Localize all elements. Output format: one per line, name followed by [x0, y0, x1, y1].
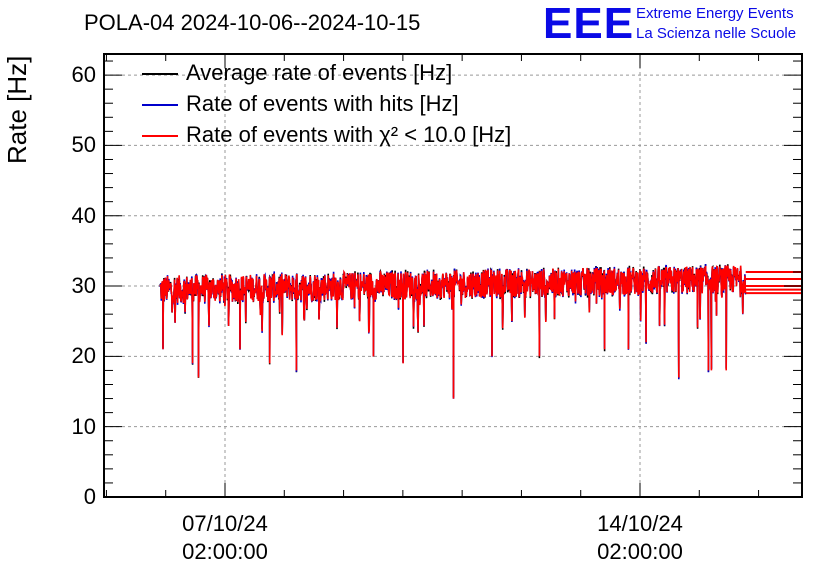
- logo-caption-line1: Extreme Energy Events: [636, 5, 794, 22]
- logo-caption: Extreme Energy Events La Scienza nelle S…: [636, 4, 796, 44]
- legend-entry: Average rate of events [Hz]: [142, 58, 452, 88]
- x-tick-label: 07/10/24 02:00:00: [155, 510, 295, 566]
- legend-entry: Rate of events with χ² < 10.0 [Hz]: [142, 120, 511, 150]
- legend-swatch: [142, 135, 178, 138]
- x-tick-date: 14/10/24: [597, 511, 683, 536]
- eee-logo: EEE: [543, 0, 635, 48]
- x-tick-time: 02:00:00: [182, 539, 268, 564]
- x-tick-label: 14/10/24 02:00:00: [570, 510, 710, 566]
- legend-swatch: [142, 73, 178, 76]
- y-tick-label: 20: [71, 343, 96, 369]
- series-layer: [159, 264, 802, 399]
- legend-label: Rate of events with hits [Hz]: [186, 91, 459, 116]
- y-tick-label: 10: [71, 413, 96, 439]
- y-tick-label: 30: [71, 273, 96, 299]
- y-tick-label: 0: [83, 484, 96, 509]
- legend-label: Average rate of events [Hz]: [186, 60, 453, 85]
- x-tick-date: 07/10/24: [182, 511, 268, 536]
- chart-title: POLA-04 2024-10-06--2024-10-15: [84, 10, 421, 35]
- plot-frame: [103, 53, 803, 498]
- legend-swatch: [142, 104, 178, 107]
- x-tick-time: 02:00:00: [597, 539, 683, 564]
- y-tick-label: 40: [71, 202, 96, 228]
- y-tick-label: 60: [71, 62, 96, 88]
- axis-ticks: [104, 54, 802, 498]
- logo-caption-line2: La Scienza nelle Scuole: [636, 25, 797, 42]
- y-axis-label: Rate [Hz]: [2, 55, 32, 164]
- legend-label: Rate of events with χ² < 10.0 [Hz]: [186, 122, 512, 147]
- series-rate-chi2: [159, 265, 747, 399]
- legend-entry: Rate of events with hits [Hz]: [142, 89, 459, 119]
- y-tick-label: 50: [71, 132, 96, 158]
